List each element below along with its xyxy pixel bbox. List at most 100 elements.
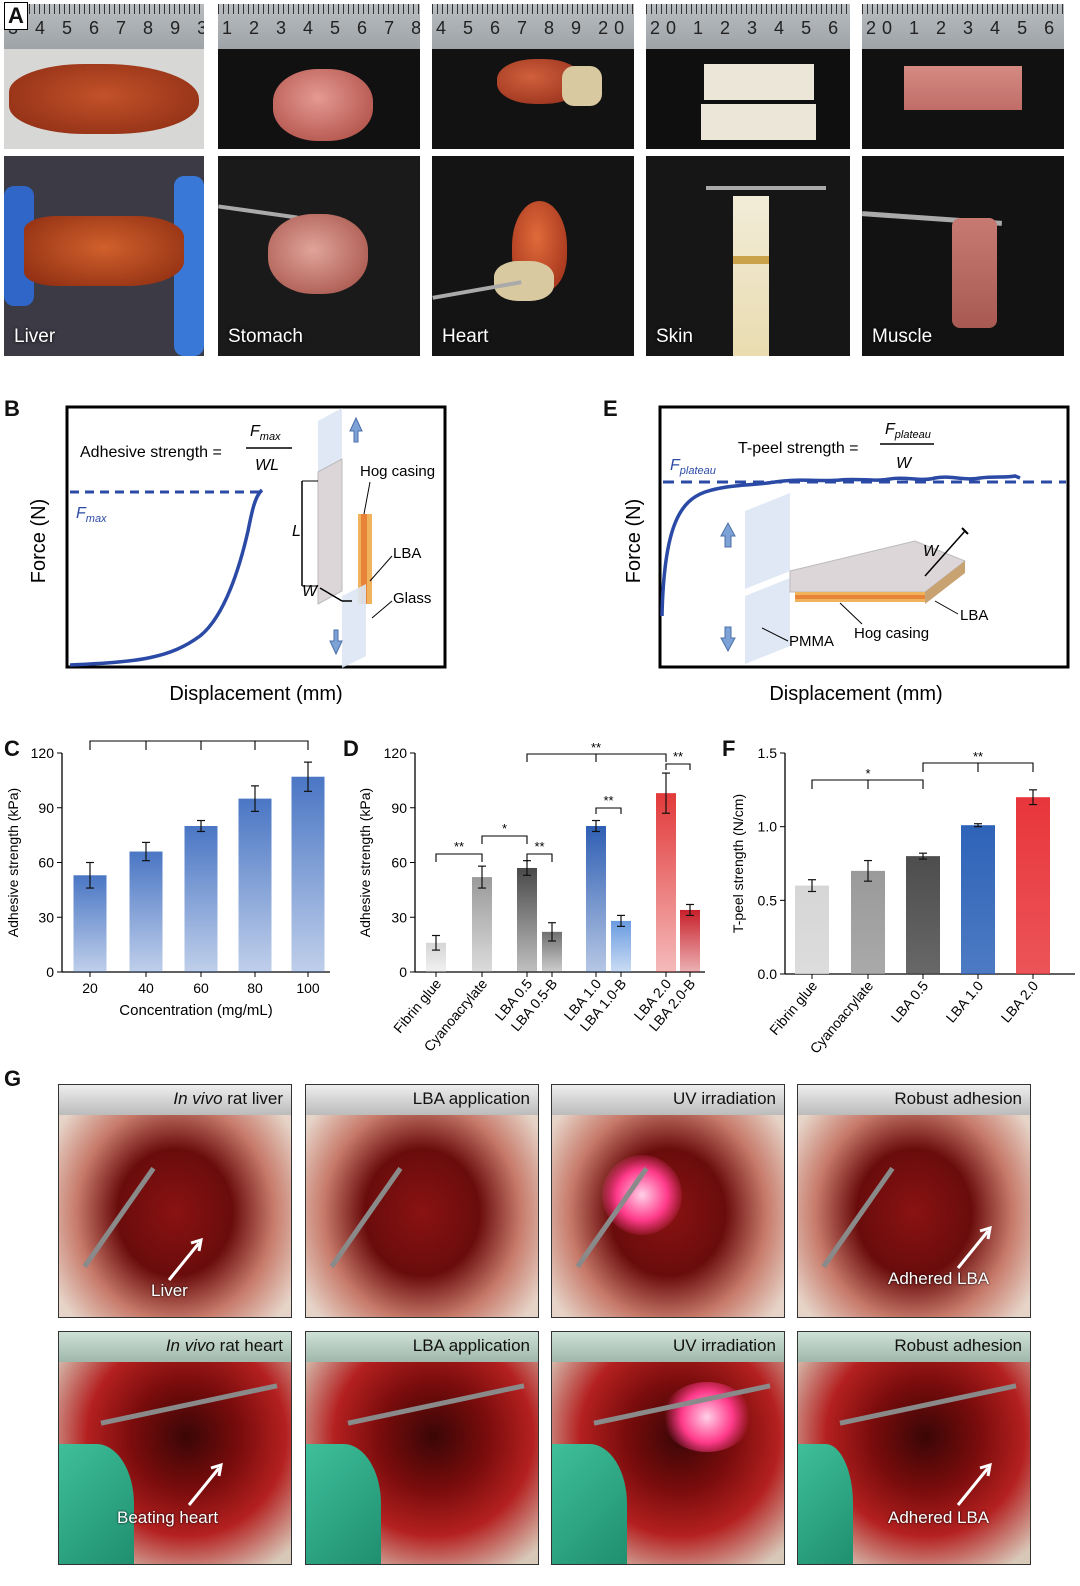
panel-e-diagram: Force (N) Displacement (mm) T-peel stren… — [623, 405, 1070, 705]
x-tick-label: LBA 0.5 — [888, 977, 932, 1025]
photo-heart-held: Heart — [432, 156, 634, 356]
bar — [906, 856, 940, 974]
hog-casing-label: Hog casing — [360, 463, 435, 480]
bar — [291, 776, 325, 972]
arrow-icon — [956, 1462, 992, 1506]
caption-italic: In vivo — [165, 1336, 215, 1355]
panel-b-diagram: Force (N) Displacement (mm) Adhesive str… — [28, 405, 447, 705]
length-label: L — [292, 523, 301, 540]
y-tick-label: 90 — [391, 800, 407, 816]
panel-label-g: G — [4, 1066, 22, 1091]
photo-heart-ruler: 4 5 6 7 8 9 20 1 2 — [432, 4, 634, 149]
significance-bracket: ** — [922, 749, 1034, 772]
formula-lhs: Adhesive strength = — [80, 444, 222, 461]
ruler-numbers: 1 2 3 4 5 6 7 8 — [222, 18, 420, 38]
significance-bracket: * — [481, 821, 528, 844]
photo-muscle-held: Muscle — [862, 156, 1064, 356]
significance-label: ** — [673, 749, 683, 764]
significance-bracket: ** — [526, 740, 667, 762]
bar — [517, 867, 537, 972]
arrow-label: Adhered LBA — [888, 1269, 990, 1288]
photo-caption: UV irradiation — [673, 1089, 776, 1109]
ruler-numbers: 4 5 6 7 8 9 20 1 2 — [436, 18, 634, 38]
x-tick-label: LBA 1.0 — [943, 977, 987, 1025]
significance-bracket: * — [811, 766, 924, 789]
photo-caption: In vivo rat liver — [173, 1089, 283, 1109]
caption-italic: In vivo — [173, 1089, 223, 1108]
y-axis-label: Adhesive strength (kPa) — [5, 788, 21, 937]
svg-text:Fmax: Fmax — [250, 423, 281, 443]
formula-denominator: WL — [255, 457, 279, 474]
caption-text: Robust adhesion — [894, 1089, 1022, 1108]
x-axis-label: Concentration (mg/mL) — [119, 1002, 272, 1019]
photo-skin-held: Skin — [646, 156, 850, 356]
surgery-photo: In vivo rat liver Liver — [58, 1084, 292, 1318]
bar — [73, 875, 107, 972]
bar — [472, 877, 492, 972]
fplateau-label: F — [670, 457, 681, 474]
caption-text: rat heart — [214, 1336, 283, 1355]
arrow-label: Liver — [151, 1281, 188, 1300]
caption-text: Robust adhesion — [894, 1336, 1022, 1355]
photo-caption: Robust adhesion — [894, 1336, 1022, 1356]
arrow-label: Adhered LBA — [888, 1508, 990, 1527]
arrow-icon — [956, 1225, 992, 1269]
panel-label-f: F — [722, 736, 736, 761]
pmma-label: PMMA — [789, 633, 834, 650]
photo-muscle-ruler: 20 1 2 3 4 5 6 7 8 — [862, 4, 1064, 149]
x-tick-label: 20 — [82, 980, 98, 996]
fmax-sub: max — [86, 513, 107, 525]
photo-caption: LBA application — [413, 1336, 530, 1356]
ruler-numbers: 20 1 2 3 4 5 6 7 8 — [866, 18, 1064, 38]
bar — [795, 885, 829, 974]
significance-bracket: ** — [435, 839, 483, 862]
force-axis-label: Force (N) — [623, 499, 645, 583]
y-tick-label: 60 — [38, 855, 54, 871]
panel-label-d: D — [343, 736, 359, 761]
formula-numerator: F — [250, 423, 261, 440]
tissue-label: Muscle — [872, 326, 933, 347]
significance-label: ** — [534, 839, 544, 854]
formula-numerator: F — [885, 421, 896, 438]
caption-text: UV irradiation — [673, 1336, 776, 1355]
caption-text: LBA application — [412, 1336, 530, 1355]
displacement-axis-label: Displacement (mm) — [769, 683, 942, 705]
formula-numerator-sub: max — [260, 431, 281, 443]
photo-liver-held: Liver — [4, 156, 204, 356]
bar — [426, 942, 446, 972]
photo-caption: Robust adhesion — [894, 1089, 1022, 1109]
bar — [238, 798, 272, 972]
svg-text:Fmax: Fmax — [76, 505, 107, 525]
surgery-photo: UV irradiation — [551, 1331, 785, 1565]
x-tick-label: 80 — [247, 980, 263, 996]
width-label: W — [302, 583, 319, 600]
bar — [680, 909, 700, 972]
arrow-icon — [187, 1462, 223, 1506]
tissue-label: Heart — [442, 326, 489, 347]
y-tick-label: 1.5 — [758, 745, 778, 761]
ruler-numbers: 3 4 5 6 7 8 9 30 — [8, 18, 204, 38]
x-tick-label: LBA 2.0 — [998, 977, 1042, 1025]
hog-casing-label: Hog casing — [854, 625, 929, 642]
x-tick-label: 40 — [138, 980, 154, 996]
fplateau-sub: plateau — [679, 465, 716, 477]
displacement-axis-label: Displacement (mm) — [169, 683, 342, 705]
significance-bracket: ** — [665, 749, 691, 770]
arrow-label: Beating heart — [117, 1508, 219, 1527]
chart-f: 0.0 0.5 1.0 1.5 T-peel strength (N/cm) Fibrin… — [730, 745, 1075, 1056]
surgery-photo: LBA application — [305, 1331, 539, 1565]
photo-stomach-ruler: 1 2 3 4 5 6 7 8 — [218, 4, 420, 149]
significance-bracket: ** — [595, 793, 622, 814]
bar — [129, 851, 163, 972]
x-tick-label: Fibrin glue — [766, 977, 820, 1038]
y-tick-label: 30 — [391, 909, 407, 925]
y-tick-label: 0 — [399, 964, 407, 980]
caption-text: rat liver — [222, 1089, 283, 1108]
caption-text: LBA application — [412, 1089, 530, 1108]
panel-label-b: B — [4, 396, 20, 421]
panel-label-e: E — [603, 396, 618, 421]
photo-stomach-held: Stomach — [218, 156, 420, 356]
y-tick-label: 0 — [46, 964, 54, 980]
y-tick-label: 1.0 — [758, 819, 778, 835]
y-tick-label: 90 — [38, 800, 54, 816]
